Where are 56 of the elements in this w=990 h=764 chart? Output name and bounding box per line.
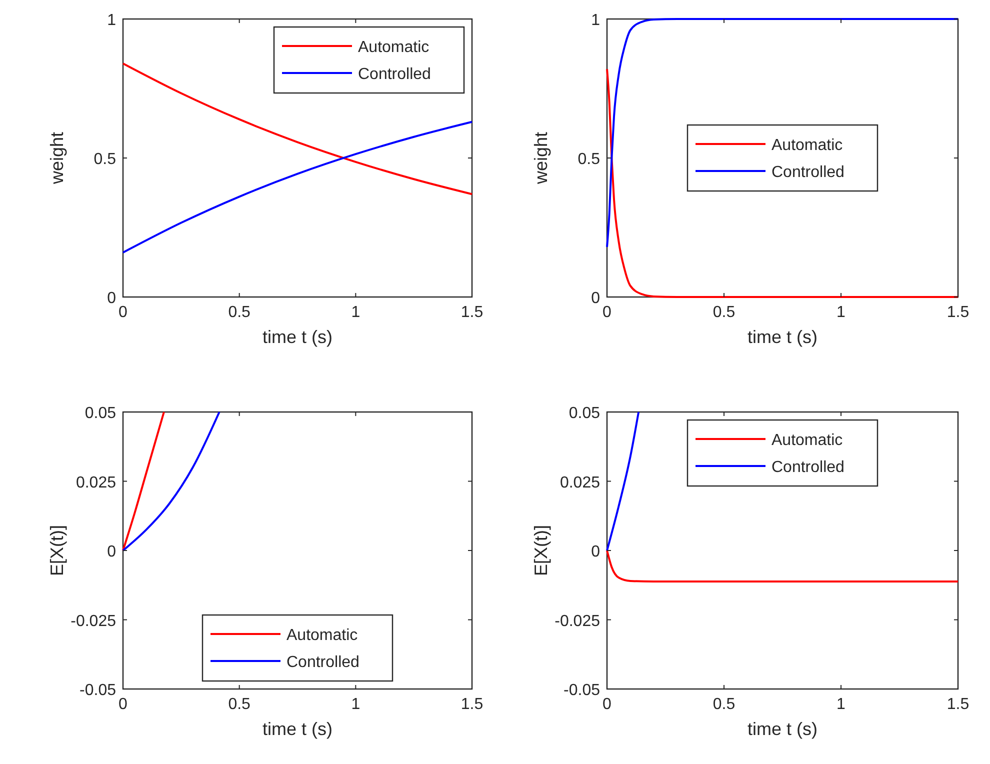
x-tick-label: 0.5 [712, 696, 736, 713]
line-series [122, 120, 473, 254]
y-tick-label: -0.05 [564, 682, 600, 699]
x-tick-label: 1 [351, 696, 360, 713]
legend-label: Automatic [358, 39, 430, 56]
legend-label: Automatic [772, 432, 843, 449]
y-tick-label: 1 [591, 12, 600, 29]
x-tick-label: 1.5 [946, 696, 970, 713]
x-tick-label: 1 [351, 304, 360, 321]
y-tick-label: 0 [591, 290, 600, 307]
y-tick-label: 0.05 [568, 405, 600, 422]
y-tick-label: 1 [107, 12, 116, 29]
line-series [606, 411, 640, 552]
line-series [606, 68, 959, 298]
x-tick-label: 0.5 [712, 304, 736, 321]
x-tick-label: 1 [836, 696, 846, 713]
y-tick-label: 0 [591, 544, 600, 560]
x-tick-label: 0 [118, 696, 128, 713]
legend-label: Controlled [772, 164, 844, 181]
line-series [122, 411, 165, 552]
line-series [606, 18, 959, 248]
x-tick-label: 0.5 [228, 304, 251, 321]
legend-label: Automatic [286, 627, 358, 644]
y-tick-label: 0.025 [560, 474, 600, 492]
y-tick-label: -0.025 [70, 612, 116, 630]
y-axis-title: weight [531, 132, 551, 186]
y-axis-title: E[X(t)] [47, 524, 67, 576]
y-tick-label: -0.025 [554, 612, 600, 630]
y-tick-label: 0.025 [76, 474, 116, 492]
y-tick-label: 0.05 [84, 405, 116, 422]
legend-label: Automatic [772, 137, 843, 154]
x-axis-title: time t (s) [262, 327, 332, 347]
x-axis-title: time t (s) [748, 327, 818, 347]
y-tick-label: -0.05 [80, 682, 116, 699]
x-tick-label: 0.5 [228, 696, 251, 713]
x-tick-label: 1 [836, 304, 846, 321]
x-axis-title: time t (s) [748, 719, 818, 739]
x-tick-label: 0 [118, 304, 128, 321]
x-tick-label: 0 [602, 304, 612, 321]
y-tick-label: 0.5 [578, 151, 600, 168]
y-tick-label: 0.5 [94, 151, 116, 168]
legend-label: Controlled [286, 654, 360, 671]
line-series [606, 550, 959, 583]
line-series [122, 62, 473, 196]
x-tick-label: 1.5 [460, 696, 484, 713]
x-tick-label: 0 [602, 696, 612, 713]
x-axis-title: time t (s) [262, 719, 332, 739]
y-axis-title: E[X(t)] [531, 524, 551, 576]
y-tick-label: 0 [107, 290, 116, 307]
x-tick-label: 1.5 [460, 304, 484, 321]
legend-label: Controlled [358, 66, 431, 83]
x-tick-label: 1.5 [946, 304, 970, 321]
legend-label: Controlled [772, 459, 844, 476]
y-tick-label: 0 [107, 544, 116, 560]
y-axis-title: weight [47, 132, 67, 186]
line-series [122, 411, 220, 552]
